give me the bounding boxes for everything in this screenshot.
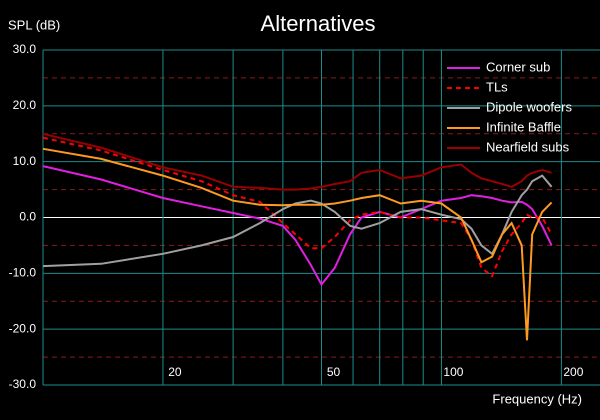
y-tick-label: 0.0 [19,210,36,224]
x-tick-label: 200 [563,365,583,379]
y-tick-label: 10.0 [13,154,37,168]
legend-label: Corner sub [486,59,550,74]
legend-label: Infinite Baffle [486,119,561,134]
y-tick-label: -10.0 [9,266,37,280]
y-tick-label: -20.0 [9,321,37,335]
series-line [42,132,552,191]
x-tick-label: 20 [168,365,182,379]
y-axis-label: SPL (dB) [8,17,60,32]
legend-label: TLs [486,79,508,94]
y-tick-label: 20.0 [13,98,37,112]
y-tick-label: 30.0 [13,42,37,56]
series-line [42,136,553,278]
chart-title: Alternatives [261,11,376,36]
series-line [42,174,553,268]
series-line [42,147,553,341]
legend-label: Nearfield subs [486,139,570,154]
x-tick-label: 100 [443,365,463,379]
x-axis-label: Frequency (Hz) [492,391,582,406]
x-tick-label: 50 [327,365,341,379]
series-line [42,165,553,287]
legend-label: Dipole woofers [486,99,572,114]
y-tick-label: -30.0 [9,377,37,391]
